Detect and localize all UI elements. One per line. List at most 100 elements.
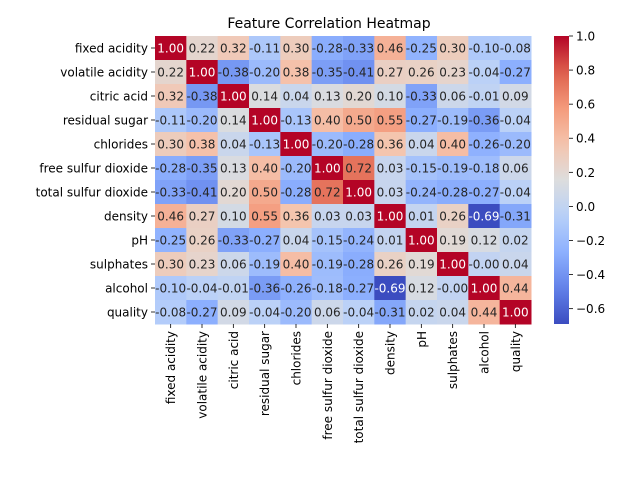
heatmap-cell <box>249 276 281 301</box>
column-label: fixed acidity <box>164 331 178 404</box>
cell-value-label: -0.28 <box>155 162 186 176</box>
cell-value-label: 0.32 <box>220 42 247 56</box>
heatmap-cell <box>499 36 532 61</box>
heatmap-cell <box>155 252 187 277</box>
cell-value-label: 0.50 <box>251 186 278 200</box>
cell-value-label: -0.38 <box>186 90 217 104</box>
cell-value-label: 0.38 <box>283 66 310 80</box>
heatmap-cell <box>280 36 313 61</box>
cell-value-label: 0.03 <box>377 162 404 176</box>
cell-value-label: 0.26 <box>408 66 435 80</box>
cell-value-label: -0.13 <box>280 114 311 128</box>
cell-value-label: -0.20 <box>500 138 531 152</box>
column-label: total sulfur dioxide <box>352 331 366 443</box>
row-label: chlorides <box>94 138 148 152</box>
cell-value-label: -0.26 <box>280 282 311 296</box>
cell-value-label: -0.18 <box>468 162 499 176</box>
cell-value-label: -0.28 <box>280 186 311 200</box>
cell-value-label: 0.10 <box>377 90 404 104</box>
cell-value-label: 0.20 <box>345 90 372 104</box>
colorbar-tick-label: 1.0 <box>576 30 595 44</box>
cell-value-label: -0.28 <box>343 138 374 152</box>
heatmap-cell <box>186 132 219 157</box>
cell-value-label: -0.27 <box>468 186 499 200</box>
heatmap-cell <box>405 36 438 61</box>
heatmap-cell <box>405 252 438 277</box>
cell-value-label: 1.00 <box>471 282 498 296</box>
heatmap-cell <box>468 252 501 277</box>
heatmap-cell <box>499 276 532 301</box>
column-label: free sulfur dioxide <box>321 331 335 440</box>
heatmap-cell <box>405 300 438 325</box>
column-label: alcohol <box>478 331 492 374</box>
cell-value-label: -0.35 <box>186 162 217 176</box>
cell-value-label: 0.06 <box>314 306 341 320</box>
cell-value-label: -0.01 <box>218 282 249 296</box>
heatmap-cell <box>437 180 469 205</box>
heatmap-cell <box>374 84 407 109</box>
heatmap-cell <box>343 180 375 205</box>
heatmap-cell <box>249 204 281 229</box>
cell-value-label: 0.44 <box>502 282 529 296</box>
heatmap-cell <box>405 84 438 109</box>
cell-value-label: 0.14 <box>220 114 247 128</box>
cell-value-label: -0.04 <box>500 186 531 200</box>
heatmap-cell <box>343 156 375 181</box>
heatmap-cell <box>499 132 532 157</box>
heatmap-cell <box>249 252 281 277</box>
cell-value-label: 0.01 <box>408 210 435 224</box>
row-label: total sulfur dioxide <box>36 186 148 200</box>
heatmap-cell <box>155 84 187 109</box>
heatmap-cell <box>249 36 281 61</box>
heatmap-cell <box>374 300 407 325</box>
heatmap-cell <box>249 84 281 109</box>
cell-value-label: -0.04 <box>500 114 531 128</box>
cell-value-label: -0.20 <box>249 66 280 80</box>
heatmap-cell <box>280 276 313 301</box>
row-label: density <box>104 210 148 224</box>
cell-value-label: 0.26 <box>439 210 466 224</box>
heatmap-cell <box>249 300 281 325</box>
heatmap-cell <box>374 132 407 157</box>
heatmap-cell <box>280 300 313 325</box>
heatmap-cell <box>186 276 219 301</box>
cell-value-label: -0.28 <box>437 186 468 200</box>
cell-value-label: -0.33 <box>155 186 186 200</box>
heatmap-cell <box>437 300 469 325</box>
row-tick-labels: fixed acidity volatile acidity citric acid… <box>36 42 155 320</box>
heatmap-cell <box>499 252 532 277</box>
colorbar-tick-label: 0.8 <box>576 64 595 78</box>
colorbar-tick-label: 0.2 <box>576 166 595 180</box>
heatmap-cell <box>468 156 501 181</box>
cell-value-label: 0.03 <box>377 186 404 200</box>
cell-value-label: 0.30 <box>157 138 184 152</box>
cell-value-label: 0.06 <box>439 90 466 104</box>
cell-value-label: 0.27 <box>377 66 404 80</box>
cell-value-label: -0.69 <box>468 210 499 224</box>
cell-value-label: -0.27 <box>186 306 217 320</box>
heatmap-cell <box>405 204 438 229</box>
heatmap-cell <box>468 60 501 85</box>
cell-value-label: 0.02 <box>408 306 435 320</box>
cell-value-label: -0.33 <box>218 234 249 248</box>
cell-value-label: 0.12 <box>408 282 435 296</box>
cell-value-label: 0.55 <box>251 210 278 224</box>
cell-value-label: 0.26 <box>377 258 404 272</box>
heatmap-cell <box>311 300 344 325</box>
heatmap-cell <box>311 108 344 133</box>
cell-value-label: 0.13 <box>220 162 247 176</box>
heatmap-cell <box>374 276 407 301</box>
cell-value-label: -0.69 <box>374 282 405 296</box>
cell-value-label: -0.01 <box>468 90 499 104</box>
heatmap-cell <box>280 180 313 205</box>
heatmap-cell <box>249 228 281 253</box>
cell-value-label: -0.33 <box>406 90 437 104</box>
cell-value-label: 0.36 <box>377 138 404 152</box>
colorbar-tick-label: −0.4 <box>576 268 605 282</box>
cell-value-label: 0.06 <box>502 162 529 176</box>
cell-value-label: -0.11 <box>249 42 280 56</box>
cell-value-label: -0.27 <box>500 66 531 80</box>
cell-value-label: 0.01 <box>377 234 404 248</box>
column-label: sulphates <box>446 331 460 389</box>
cell-value-label: -0.31 <box>500 210 531 224</box>
